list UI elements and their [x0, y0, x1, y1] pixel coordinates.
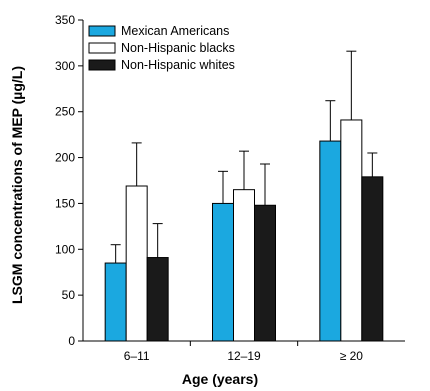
x-axis-title: Age (years) — [182, 371, 258, 387]
axes-layer: 0 50 100 150 200 250 300 350 6–11 12–19 ≥ 20 — [55, 13, 405, 363]
bar — [104, 262, 127, 342]
bar — [146, 257, 169, 342]
y-tick-label: 100 — [55, 242, 75, 256]
error-bars-layer — [110, 50, 378, 264]
bar — [319, 140, 342, 342]
bar — [233, 189, 255, 342]
legend-swatch — [88, 59, 116, 71]
x-tick-label: ≥ 20 — [340, 349, 364, 363]
legend-label: Non-Hispanic whites — [121, 58, 235, 72]
legend-label: Mexican Americans — [121, 24, 229, 38]
y-tick-label: 350 — [55, 13, 75, 27]
bar — [361, 176, 384, 342]
y-axis-title: LSGM concentrations of MEP (µg/L) — [9, 66, 25, 304]
legend: Mexican Americans Non-Hispanic blacks Non-… — [88, 24, 235, 72]
bar — [212, 202, 234, 342]
bar — [340, 119, 363, 342]
y-tick-label: 150 — [55, 196, 75, 210]
y-tick-label: 300 — [55, 59, 75, 73]
bars-layer — [104, 119, 384, 342]
legend-label: Non-Hispanic blacks — [121, 41, 235, 55]
x-tick-label: 12–19 — [227, 349, 261, 363]
y-tick-label: 250 — [55, 105, 75, 119]
bar — [125, 185, 148, 342]
y-tick-label: 0 — [68, 334, 75, 348]
x-tick-label: 6–11 — [124, 349, 150, 363]
legend-swatch — [88, 42, 116, 54]
legend-swatch — [88, 25, 116, 37]
y-tick-label: 50 — [62, 288, 76, 302]
y-tick-label: 200 — [55, 151, 75, 165]
bar — [254, 204, 276, 342]
